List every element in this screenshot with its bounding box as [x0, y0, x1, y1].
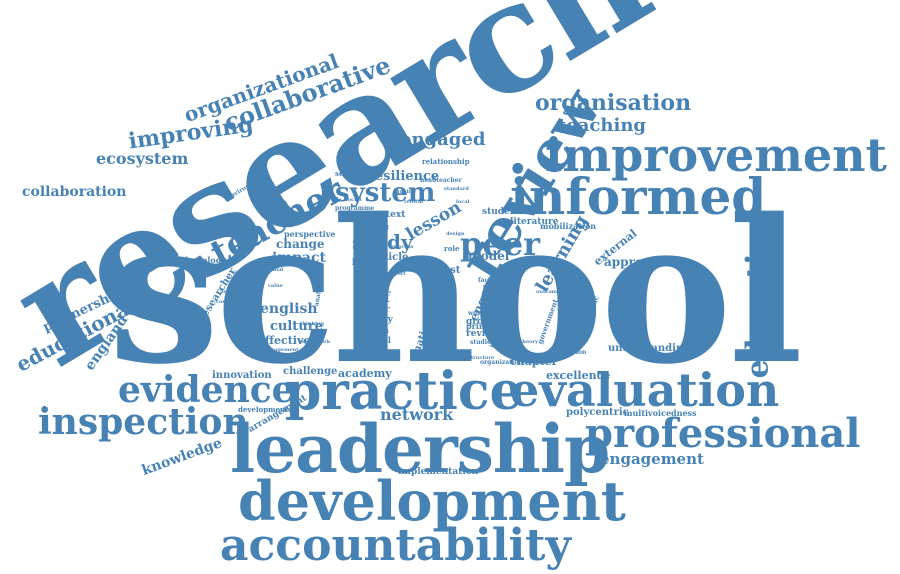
word-capacity: capacity: [232, 269, 256, 275]
word-london: london: [358, 325, 389, 335]
word-resilience: resilience: [368, 169, 440, 184]
word-outcome: outcome: [536, 289, 561, 295]
word-role: role: [444, 244, 460, 253]
word-practice: practice: [285, 361, 523, 422]
word-thinking: thinking: [300, 321, 324, 327]
word-excellence: excellence: [546, 369, 611, 382]
word-management: management: [262, 347, 299, 353]
word-studies: studies: [470, 339, 495, 346]
word-engaged: engaged: [400, 129, 486, 150]
word-methodology: methodology: [168, 255, 226, 265]
word-value: value: [268, 283, 283, 289]
word-social: social: [345, 197, 362, 203]
word-leadership: leadership: [230, 410, 610, 488]
word-evaluation: evaluation: [510, 363, 780, 417]
word-effective: effective: [258, 334, 311, 347]
word-relationship: relationship: [422, 157, 470, 166]
word-quality: quality: [396, 189, 416, 195]
word-organization: organization: [480, 359, 523, 366]
word-community: community: [216, 299, 248, 305]
word-inspection: inspection: [38, 401, 249, 443]
word-theory: theory: [520, 339, 539, 345]
word-headteacher: headteacher: [420, 177, 462, 184]
word-group: group: [508, 261, 525, 267]
word-school: school: [108, 175, 803, 408]
word-reform: reform: [404, 199, 424, 205]
word-ecosystem: ecosystem: [96, 149, 189, 168]
word-network: network: [380, 405, 454, 424]
word-self: self: [362, 290, 391, 306]
word-change: change: [276, 237, 325, 251]
word-revision: revision: [466, 329, 507, 339]
word-structure: structure: [468, 355, 495, 361]
word-trust: trust: [433, 265, 461, 276]
word-primary: primary: [466, 321, 502, 331]
word-pedagogical: pedagogical: [220, 289, 254, 295]
word-accountability: accountability: [220, 520, 572, 571]
word-framework: framework: [300, 339, 331, 345]
word-development: development: [238, 469, 626, 533]
word-standard: standard: [444, 186, 469, 192]
word-implication: implication: [548, 349, 587, 356]
word-leader: leader: [358, 305, 390, 315]
word-perspective: perspective: [284, 229, 336, 239]
word-evidence: evidence: [118, 369, 295, 411]
word-organisation: organisation: [535, 90, 692, 116]
word-issue: issue: [494, 299, 509, 305]
word-chapter: chapter: [510, 355, 558, 368]
word-english: english: [260, 301, 318, 317]
word-peer: peer: [460, 225, 540, 263]
word-student: student: [482, 207, 521, 217]
word-growth: growth: [466, 317, 502, 327]
word-basada: basada: [358, 345, 386, 354]
word-teaching: teaching: [558, 115, 646, 136]
word-culture: culture: [270, 319, 323, 334]
word-multivoicedness: multivoicedness: [624, 408, 697, 418]
word-method: method: [262, 267, 284, 273]
word-building: building: [356, 222, 389, 231]
word-informed: informed: [510, 167, 767, 226]
word-article: article: [372, 252, 409, 263]
word-developmental: developmental: [238, 405, 296, 414]
word-based: based: [352, 257, 378, 267]
word-data: data: [406, 261, 419, 267]
word-internal: internal: [355, 335, 391, 345]
word-programme: programme: [335, 205, 375, 212]
word-support: support: [384, 271, 406, 277]
word-academy: academy: [338, 367, 392, 380]
word-innovation: innovation: [212, 370, 272, 381]
word-focus: focus: [500, 267, 515, 273]
word-context: context: [368, 210, 406, 220]
word-collaboration: collaboration: [22, 184, 127, 200]
word-process: process: [392, 244, 414, 250]
word-paper: paper: [425, 339, 448, 348]
word-professional: professional: [585, 410, 861, 457]
word-study: study: [352, 230, 413, 254]
word-design: design: [446, 231, 465, 237]
word-engagement: engagement: [600, 450, 704, 468]
word-impact: impact: [272, 250, 326, 266]
word-polycentric: polycentric: [566, 407, 629, 418]
word-factor: factor: [478, 277, 499, 284]
word-project: project: [424, 347, 452, 356]
word-policy: policy: [363, 315, 393, 325]
word-local: local: [456, 199, 470, 205]
word-model: model: [468, 249, 510, 263]
word-work: work: [468, 310, 485, 317]
word-understanding: understanding: [608, 343, 691, 354]
word-literature: literature: [510, 217, 559, 227]
word-level: level: [370, 284, 386, 291]
word-system: system: [335, 178, 436, 208]
word-finding: finding: [360, 352, 380, 358]
word-education: education: [740, 211, 776, 379]
word-challenge: challenge: [283, 366, 338, 377]
word-improvement: improvement: [545, 128, 887, 182]
word-secondary: secondary: [335, 169, 375, 178]
word-implementation: implementation: [398, 467, 479, 477]
word-approach: approach: [604, 255, 667, 269]
word-mobilization: mobilization: [540, 221, 597, 231]
